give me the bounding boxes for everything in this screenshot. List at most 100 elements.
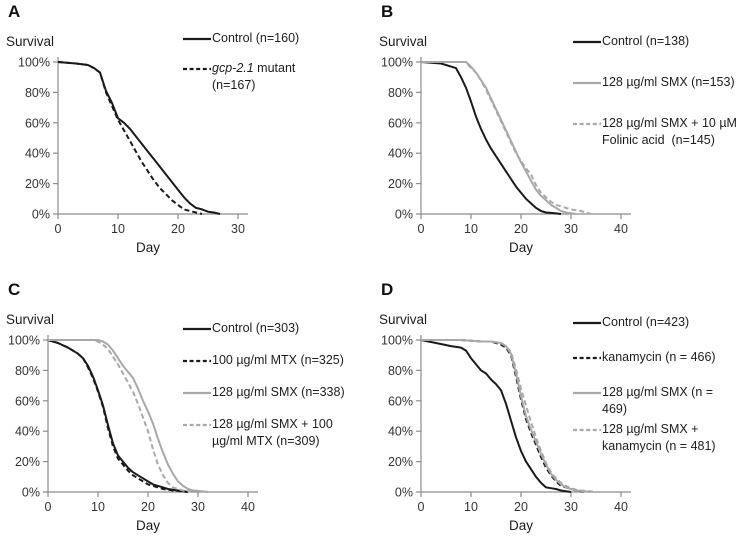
y-tick-label: 0% — [22, 486, 40, 500]
legend-label: gcp-2.1 mutant (n=167) — [212, 61, 296, 92]
y-tick-label: 40% — [388, 425, 413, 439]
curve-128-g-ml-smx-n-338 — [48, 339, 209, 493]
panel-d-letter: D — [381, 280, 394, 299]
curve-kanamycin-n-466 — [421, 339, 587, 493]
y-tick-label: 0% — [395, 208, 413, 222]
x-tick-label: 0 — [45, 500, 52, 514]
legend-item-kanamycin-n-466: kanamycin (n = 466) — [573, 349, 716, 366]
panel-c: C Survival 100% 80% 60% 40% 20% 0% 0 10 20 30 40 Day… — [0, 278, 373, 556]
x-tick-label: 40 — [614, 222, 628, 236]
y-tick-label: 40% — [388, 147, 413, 161]
y-tick-label: 80% — [25, 86, 50, 100]
x-tick-label: 20 — [171, 222, 185, 236]
x-tick-label: 10 — [111, 222, 125, 236]
y-axis-title: Survival — [379, 34, 427, 49]
panel-b-letter: B — [381, 2, 394, 21]
legend-item-128-g-ml-smx-n-153: 128 µg/ml SMX (n=153) — [573, 74, 737, 91]
legend-label: 128 µg/ml SMX (n=153) — [602, 75, 735, 89]
y-tick-label: 100% — [381, 334, 413, 348]
legend-item-100-g-ml-mtx-n-325: 100 µg/ml MTX (n=325) — [183, 352, 345, 369]
legend-item-control-n-138: Control (n=138) — [573, 33, 737, 50]
y-tick-label: 100% — [8, 334, 40, 348]
y-tick-label: 60% — [25, 116, 50, 130]
y-tick-label: 20% — [25, 177, 50, 191]
dashed-line-swatch-icon — [183, 67, 211, 71]
panel-b: B Survival 100% 80% 60% 40% 20% 0% 0 10 20 30 40 Day… — [373, 0, 746, 278]
y-axis-title: Survival — [379, 312, 427, 327]
legend-label: 128 µg/ml SMX + kanamycin (n = 481) — [602, 422, 716, 453]
y-tick-label: 100% — [381, 56, 413, 70]
curve-128-g-ml-smx-10-m-folinic-acid-n-145 — [421, 61, 592, 215]
panel-a-chart: Survival 100% 80% 60% 40% 20% 0% 0 10 20 30 Day — [6, 34, 248, 255]
curve-128-g-ml-smx-100-g-ml-mtx-n-309 — [48, 339, 194, 493]
x-tick-label: 20 — [514, 222, 528, 236]
y-tick-label: 80% — [388, 364, 413, 378]
dashed-line-swatch-icon — [183, 359, 211, 363]
y-tick-label: 40% — [25, 147, 50, 161]
curve-128-g-ml-smx-n-469 — [421, 339, 592, 493]
panel-c-letter: C — [8, 280, 21, 299]
legend-label: Control (n=303) — [212, 321, 300, 335]
x-tick-label: 10 — [464, 500, 478, 514]
panel-c-chart: Survival 100% 80% 60% 40% 20% 0% 0 10 20 30 40 Day — [6, 312, 258, 533]
dashed-line-swatch-icon — [573, 356, 601, 360]
y-tick-label: 60% — [388, 394, 413, 408]
legend-label: 128 µg/ml SMX + 10 µM Folinic acid (n=145… — [602, 116, 737, 147]
legend-label: kanamycin (n = 466) — [602, 350, 716, 364]
dashed-line-swatch-icon — [183, 423, 211, 427]
legend-label: 100 µg/ml MTX (n=325) — [212, 353, 344, 367]
y-axis-title: Survival — [6, 34, 54, 49]
y-tick-label: 100% — [18, 56, 50, 70]
legend-item-128-g-ml-smx-100-g-ml-mtx-n-309: 128 µg/ml SMX + 100 µg/ml MTX (n=309) — [183, 416, 345, 450]
curve-128-g-ml-smx-n-153 — [421, 61, 577, 215]
legend-item-gcp-2-1-mutant-n-167: gcp-2.1 mutant (n=167) — [183, 60, 299, 94]
panel-d-chart: Survival 100% 80% 60% 40% 20% 0% 0 10 20 30 40 Day — [379, 312, 631, 533]
solid-line-swatch-icon — [183, 391, 211, 395]
solid-line-swatch-icon — [573, 321, 601, 325]
solid-line-swatch-icon — [183, 37, 211, 41]
legend-label: 128 µg/ml SMX + 100 µg/ml MTX (n=309) — [212, 417, 333, 448]
x-axis-label: Day — [509, 518, 533, 533]
legend-label: 128 µg/ml SMX (n = 469) — [602, 385, 714, 416]
dashed-line-swatch-icon — [573, 428, 601, 432]
legend-item-128-g-ml-smx-n-338: 128 µg/ml SMX (n=338) — [183, 384, 345, 401]
x-tick-label: 30 — [231, 222, 245, 236]
legend-item-128-g-ml-smx-10-m-folinic-acid-n-145: 128 µg/ml SMX + 10 µM Folinic acid (n=145… — [573, 115, 737, 149]
x-tick-label: 30 — [564, 500, 578, 514]
curve-control-n-138 — [420, 61, 562, 215]
y-tick-label: 0% — [395, 486, 413, 500]
curve-control-n-423 — [420, 339, 572, 493]
y-tick-label: 60% — [388, 116, 413, 130]
x-tick-label: 30 — [191, 500, 205, 514]
panel-a-legend: Control (n=160) gcp-2.1 mutant (n=167) — [183, 30, 299, 94]
solid-line-swatch-icon — [573, 40, 601, 44]
legend-label: Control (n=138) — [602, 34, 690, 48]
panel-d-legend: Control (n=423) kanamycin (n = 466) 128 µg… — [573, 314, 716, 455]
x-axis-label: Day — [136, 240, 160, 255]
panel-a-letter: A — [8, 2, 21, 21]
legend-item-control-n-423: Control (n=423) — [573, 314, 716, 331]
legend-item-control-n-303: Control (n=303) — [183, 320, 345, 337]
panel-d: D Survival 100% 80% 60% 40% 20% 0% 0 10 20 30 40 Day… — [373, 278, 746, 556]
y-tick-label: 20% — [388, 177, 413, 191]
x-tick-label: 10 — [91, 500, 105, 514]
panel-b-chart: Survival 100% 80% 60% 40% 20% 0% 0 10 20 30 40 Day — [379, 34, 631, 255]
y-axis-title: Survival — [6, 312, 54, 327]
curve-gcp-2-1-mutant-n-167 — [57, 61, 203, 215]
panel-c-legend: Control (n=303) 100 µg/ml MTX (n=325) 128 … — [183, 320, 345, 450]
y-tick-label: 20% — [15, 455, 40, 469]
legend-label: Control (n=423) — [602, 315, 690, 329]
x-tick-label: 0 — [55, 222, 62, 236]
panel-a: A Survival 100% 80% 60% 40% 20% 0% 0 10 20 30 Day C… — [0, 0, 373, 278]
legend-item-128-g-ml-smx-n-469: 128 µg/ml SMX (n = 469) — [573, 384, 716, 418]
x-tick-label: 0 — [418, 222, 425, 236]
x-tick-label: 0 — [418, 500, 425, 514]
x-tick-label: 40 — [241, 500, 255, 514]
y-tick-label: 80% — [388, 86, 413, 100]
solid-line-swatch-icon — [573, 391, 601, 395]
legend-item-128-g-ml-smx-kanamycin-n-481: 128 µg/ml SMX + kanamycin (n = 481) — [573, 421, 716, 455]
legend-label: Control (n=160) — [212, 31, 300, 45]
y-tick-label: 60% — [15, 394, 40, 408]
solid-line-swatch-icon — [183, 327, 211, 331]
x-axis-label: Day — [136, 518, 160, 533]
